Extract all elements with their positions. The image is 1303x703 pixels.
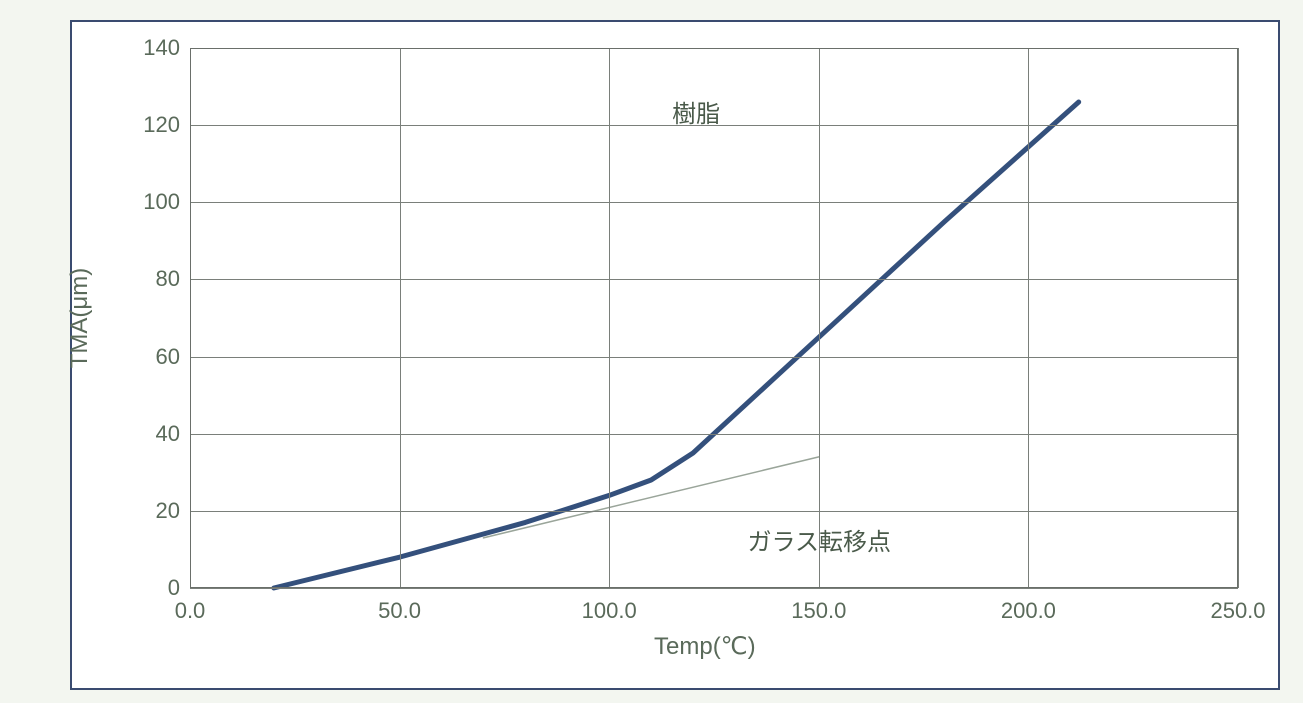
x-tick-label: 50.0 [360, 598, 440, 624]
y-tick-label: 120 [120, 112, 180, 138]
gridline-horizontal [190, 279, 1238, 280]
gridline-horizontal [190, 434, 1238, 435]
x-axis-title: Temp(℃) [654, 632, 756, 661]
x-tick-label: 150.0 [779, 598, 859, 624]
gridline-horizontal [190, 357, 1238, 358]
y-tick-label: 60 [120, 344, 180, 370]
plot-border [190, 48, 1238, 49]
main-series-line [274, 102, 1079, 588]
annotation-glass-transition: ガラス転移点 [748, 522, 892, 557]
y-axis-title: TMA(μm) [66, 268, 94, 368]
gridline-vertical [819, 48, 820, 588]
gridline-vertical [1238, 48, 1239, 588]
gridline-vertical [400, 48, 401, 588]
y-tick-label: 100 [120, 189, 180, 215]
gridline-vertical [1028, 48, 1029, 588]
y-tick-label: 140 [120, 35, 180, 61]
x-tick-label: 250.0 [1198, 598, 1278, 624]
y-tick-label: 20 [120, 498, 180, 524]
gridline-horizontal [190, 588, 1238, 589]
gridline-horizontal [190, 202, 1238, 203]
gridline-horizontal [190, 511, 1238, 512]
x-tick-label: 200.0 [988, 598, 1068, 624]
annotation-resin: 樹脂 [672, 94, 720, 129]
y-tick-label: 80 [120, 266, 180, 292]
plot-border [190, 48, 191, 588]
y-tick-label: 40 [120, 421, 180, 447]
plot-border [1237, 48, 1238, 588]
x-tick-label: 0.0 [150, 598, 230, 624]
plot-border [190, 587, 1238, 588]
x-tick-label: 100.0 [569, 598, 649, 624]
gridline-vertical [609, 48, 610, 588]
